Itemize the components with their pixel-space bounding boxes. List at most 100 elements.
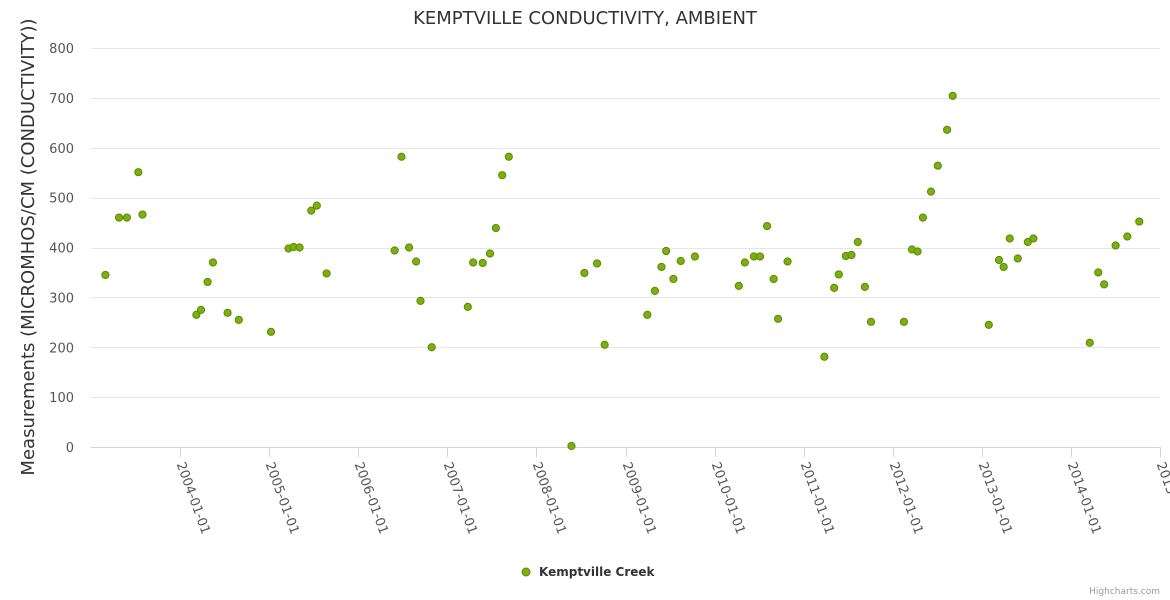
data-point[interactable] [657,262,666,272]
series-kemptville-creek[interactable] [101,91,1144,451]
data-point[interactable] [312,201,321,210]
data-point[interactable] [203,277,212,287]
x-tick-label: 2014-01-01 [1064,460,1104,536]
data-point[interactable] [834,270,843,279]
data-point[interactable] [899,317,909,326]
x-tick-label: 2004-01-01 [173,460,213,536]
data-point[interactable] [1135,217,1144,226]
data-point[interactable] [478,258,487,268]
data-point[interactable] [234,315,243,324]
data-point[interactable] [567,441,576,451]
data-point[interactable] [397,152,406,161]
data-point[interactable] [948,91,957,100]
data-point[interactable] [322,269,331,278]
data-point[interactable] [860,282,869,292]
data-point[interactable] [1094,268,1103,277]
data-point[interactable] [918,213,928,222]
y-axis-ticks: 0 100 200 300 400 500 600 700 800 [49,42,74,456]
data-point[interactable] [1085,338,1094,347]
x-tick-label: 2013-01-01 [975,460,1015,536]
data-point[interactable] [820,352,829,361]
data-point[interactable] [933,161,942,170]
legend-item-kemptville-creek[interactable]: Kemptville Creek [539,565,656,579]
data-point[interactable] [390,246,399,255]
x-tick-label: 2006-01-01 [351,460,391,536]
data-point[interactable] [999,262,1008,272]
data-point[interactable] [504,152,513,161]
data-point[interactable] [600,340,609,349]
data-point[interactable] [196,305,206,314]
data-point[interactable] [690,252,699,261]
y-tick-label: 500 [49,192,74,207]
data-point[interactable] [853,237,862,247]
data-point[interactable] [122,213,131,222]
y-tick-label: 100 [49,391,74,406]
data-point[interactable] [1005,234,1014,243]
data-point[interactable] [491,223,500,233]
data-point[interactable] [114,213,124,222]
x-tick-label: 2010-01-01 [708,460,748,536]
data-point[interactable] [498,171,507,180]
data-point[interactable] [994,255,1004,265]
data-point[interactable] [984,320,993,329]
data-point[interactable] [138,210,147,219]
x-tick-label: 2015-01-01 [1153,460,1170,536]
data-point[interactable] [662,246,671,256]
data-point[interactable] [463,302,472,311]
data-point[interactable] [1123,232,1132,241]
data-point[interactable] [847,250,856,260]
data-point[interactable] [1013,254,1022,263]
data-point[interactable] [942,125,952,134]
data-point[interactable] [1100,280,1109,289]
data-point[interactable] [734,281,743,291]
data-point[interactable] [101,270,110,280]
y-tick-label: 700 [49,92,74,107]
data-point[interactable] [740,258,749,267]
data-point[interactable] [412,257,421,266]
data-point[interactable] [1029,234,1038,243]
data-point[interactable] [755,252,765,261]
data-point[interactable] [208,258,218,267]
data-point[interactable] [404,243,414,252]
data-point[interactable] [427,343,436,352]
data-point[interactable] [1111,241,1120,250]
y-tick-label: 200 [49,341,74,356]
credits-link[interactable]: Highcharts.com [1089,587,1160,597]
chart-title: KEMPTVILLE CONDUCTIVITY, AMBIENT [413,8,758,29]
x-tick-label: 2007-01-01 [440,460,480,536]
data-point[interactable] [580,268,589,278]
data-point[interactable] [192,310,201,319]
data-point[interactable] [762,221,772,231]
data-point[interactable] [913,247,922,256]
x-tick-label: 2005-01-01 [262,460,302,536]
data-point[interactable] [669,274,678,284]
data-point[interactable] [830,283,839,292]
data-point[interactable] [469,258,478,267]
data-point[interactable] [769,274,778,284]
data-point[interactable] [676,256,685,266]
data-point[interactable] [223,308,232,317]
data-point[interactable] [650,286,659,295]
data-point[interactable] [592,259,602,268]
data-point[interactable] [783,257,792,266]
data-point[interactable] [485,249,495,258]
data-point[interactable] [295,243,304,252]
y-tick-label: 800 [49,42,74,57]
data-point[interactable] [134,168,143,177]
legend-marker-icon[interactable] [521,567,531,577]
data-point[interactable] [307,206,316,215]
data-point[interactable] [416,296,425,305]
data-point[interactable] [773,314,783,323]
grid-lines [91,48,1160,398]
x-tick-label: 2009-01-01 [619,460,659,536]
x-axis-ticks: 2004-01-01 2005-01-01 2006-01-01 2007-01-01… [173,447,1170,536]
data-point[interactable] [643,310,652,319]
x-tick-label: 2011-01-01 [797,460,837,536]
data-point[interactable] [266,327,276,336]
legend[interactable]: Kemptville Creek [521,565,656,579]
data-point[interactable] [926,187,936,196]
y-axis-label: Measurements (MICROMHOS/CM (CONDUCTIVITY… [18,18,39,475]
data-point[interactable] [866,317,876,326]
